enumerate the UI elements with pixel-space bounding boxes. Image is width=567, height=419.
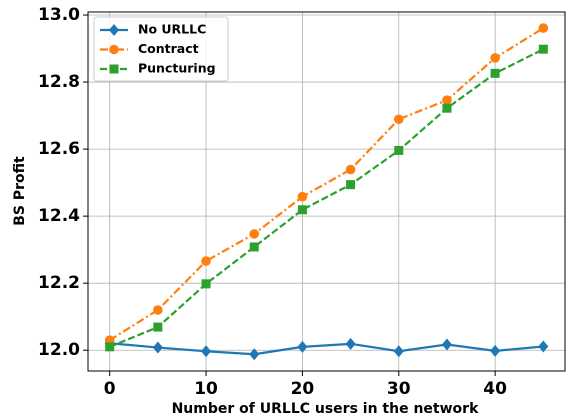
x-tick-label: 40 <box>483 379 507 399</box>
marker <box>490 53 500 63</box>
marker <box>441 338 452 351</box>
marker <box>109 64 119 74</box>
x-axis-label: Number of URLLC users in the network <box>172 401 479 417</box>
marker <box>394 145 404 155</box>
y-tick-label: 13.0 <box>38 5 80 25</box>
marker <box>393 345 404 358</box>
marker <box>442 95 452 105</box>
marker <box>393 114 404 125</box>
y-axis-label: BS Profit <box>12 156 28 226</box>
marker <box>201 279 211 289</box>
marker <box>152 341 163 354</box>
legend-label: Contract <box>138 41 199 56</box>
series-line <box>109 48 544 348</box>
marker <box>109 24 119 36</box>
x-tick-label: 20 <box>291 379 315 399</box>
marker <box>538 23 549 33</box>
marker <box>201 345 212 358</box>
y-tick-label: 12.4 <box>38 206 80 226</box>
legend-label: Puncturing <box>138 61 216 76</box>
marker <box>346 180 356 190</box>
x-tick-label: 30 <box>387 379 411 399</box>
marker <box>297 340 308 353</box>
x-tick-label: 0 <box>104 379 116 399</box>
legend-box <box>93 16 229 82</box>
marker <box>442 103 452 113</box>
legend: No URLLC Contract Puncturing <box>93 16 229 82</box>
legend-label: No URLLC <box>138 22 206 37</box>
marker <box>538 340 549 353</box>
marker <box>490 68 500 78</box>
y-tick-label: 12.2 <box>38 273 80 293</box>
plot-frame <box>87 11 566 372</box>
y-tick-label: 12.0 <box>38 340 80 360</box>
marker <box>249 229 260 239</box>
series-line <box>109 342 544 356</box>
series-line <box>109 27 544 342</box>
marker <box>109 44 119 55</box>
marker <box>249 242 259 252</box>
marker <box>153 305 163 315</box>
marker <box>105 342 115 352</box>
marker <box>538 44 548 54</box>
marker <box>201 256 211 266</box>
y-tick-label: 12.8 <box>38 72 80 92</box>
marker <box>153 322 163 332</box>
marker <box>297 205 307 215</box>
x-tick-label: 10 <box>194 379 218 399</box>
marker <box>297 191 308 202</box>
marker <box>249 348 260 361</box>
marker <box>345 164 356 175</box>
marker <box>345 337 356 350</box>
marker <box>490 344 501 357</box>
y-tick-label: 12.6 <box>38 139 80 159</box>
